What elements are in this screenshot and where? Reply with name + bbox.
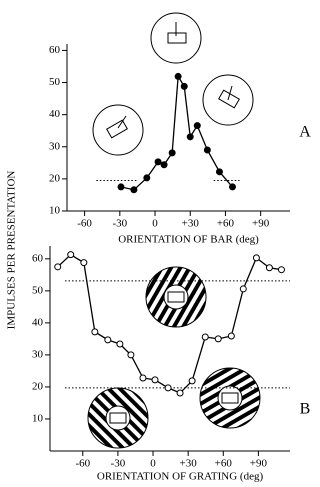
data-line — [121, 76, 233, 189]
x-tick-label: -60 — [75, 458, 90, 470]
data-point — [105, 337, 111, 343]
data-point — [187, 134, 193, 140]
x-tick-label: +90 — [252, 218, 270, 230]
data-point — [169, 150, 175, 156]
data-point — [216, 169, 222, 175]
data-point — [229, 184, 235, 190]
y-tick-label: 40 — [32, 316, 44, 328]
data-point — [202, 334, 208, 340]
x-tick-label: -60 — [77, 218, 92, 230]
y-tick-label: 60 — [32, 252, 44, 264]
data-point — [118, 184, 124, 190]
data-point — [189, 378, 195, 384]
x-tick-label: +30 — [180, 458, 198, 470]
x-tick-label: -30 — [112, 218, 127, 230]
y-tick-label: 50 — [49, 76, 61, 88]
data-point — [117, 341, 123, 347]
data-point — [215, 336, 221, 342]
data-point — [204, 147, 210, 153]
panel-label: B — [300, 401, 311, 418]
data-point — [68, 252, 74, 258]
x-tick-label: -30 — [111, 458, 126, 470]
data-point — [177, 390, 183, 396]
data-point — [266, 265, 272, 271]
y-tick-label: 10 — [32, 413, 44, 425]
data-point — [240, 286, 246, 292]
data-point — [181, 83, 187, 89]
data-point — [81, 260, 87, 266]
x-tick-label: +60 — [215, 458, 233, 470]
y-tick-label: 60 — [49, 44, 61, 56]
panel-label: A — [299, 124, 311, 141]
data-point — [128, 352, 134, 358]
data-point — [152, 377, 158, 383]
data-point — [92, 329, 98, 335]
y-axis-label: IMPULSES PER PRESENTATION — [6, 171, 18, 330]
data-point — [131, 187, 137, 193]
x-tick-label: +90 — [250, 458, 268, 470]
y-tick-label: 20 — [49, 172, 61, 184]
y-tick-label: 20 — [32, 380, 44, 392]
y-tick-label: 40 — [49, 108, 61, 120]
icons — [88, 13, 260, 448]
x-tick-label: 0 — [152, 218, 158, 230]
y-tick-label: 50 — [32, 284, 44, 296]
x-tick-label: +60 — [217, 218, 235, 230]
data-point — [278, 267, 284, 273]
data-point — [140, 375, 146, 381]
data-point — [165, 385, 171, 391]
x-axis-label: ORIENTATION OF GRATING (deg) — [97, 471, 264, 483]
figure: IMPULSES PER PRESENTATION 10 20 30 40 50 60 -6… — [0, 0, 317, 487]
data-point — [228, 333, 234, 339]
x-axis-label: ORIENTATION OF BAR (deg) — [118, 234, 259, 246]
data-point — [253, 255, 259, 261]
data-point — [155, 159, 161, 165]
y-tick-label: 10 — [49, 205, 61, 217]
data-point — [175, 73, 181, 79]
data-point — [144, 175, 150, 181]
data-point — [161, 162, 167, 168]
y-tick-label: 30 — [49, 140, 61, 152]
data-point — [55, 264, 61, 270]
data-point — [194, 123, 200, 129]
x-tick-label: 0 — [150, 458, 156, 470]
y-tick-label: 30 — [32, 348, 44, 360]
x-tick-label: +30 — [182, 218, 200, 230]
